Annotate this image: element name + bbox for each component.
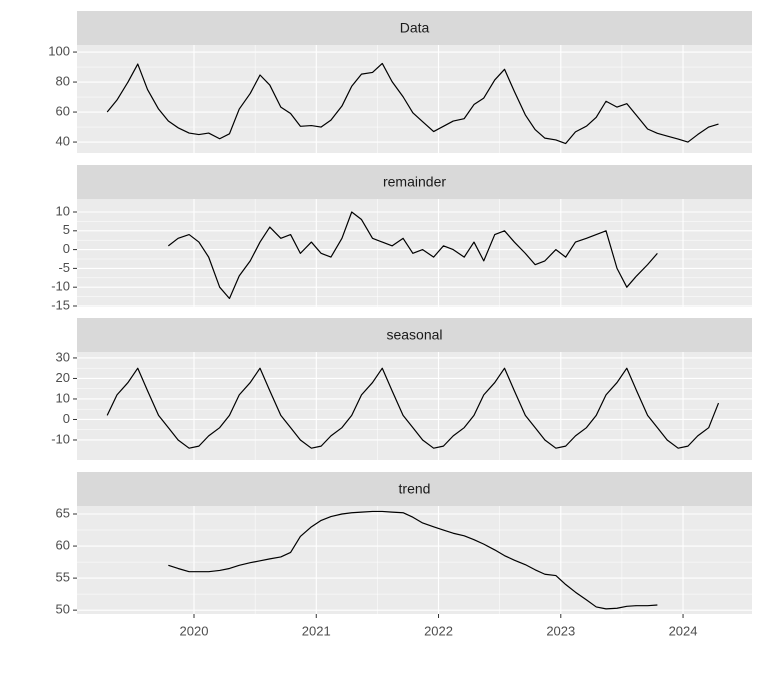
- x-tick-label: 2024: [669, 623, 698, 638]
- y-tick-label: 55: [56, 570, 70, 585]
- y-tick-label: 40: [56, 133, 70, 148]
- y-tick-label: 100: [48, 43, 70, 58]
- y-tick-label: -10: [51, 279, 70, 294]
- y-tick-label: 20: [56, 370, 70, 385]
- panel: [77, 45, 752, 153]
- y-tick-label: 50: [56, 602, 70, 617]
- y-tick-label: 30: [56, 349, 70, 364]
- strip: [77, 11, 752, 45]
- y-tick-label: 60: [56, 537, 70, 552]
- strip: [77, 318, 752, 352]
- x-tick-label: 2023: [546, 623, 575, 638]
- panel: [77, 506, 752, 614]
- strip-label: remainder: [383, 174, 446, 190]
- y-tick-label: -15: [51, 297, 70, 312]
- y-tick-label: 0: [63, 241, 70, 256]
- x-tick-label: 2021: [302, 623, 331, 638]
- strip-label: Data: [400, 20, 430, 36]
- strip: [77, 472, 752, 506]
- series-line: [106, 62, 719, 145]
- series-line: [167, 211, 658, 300]
- series-line: [168, 510, 658, 610]
- y-tick-label: 65: [56, 505, 70, 520]
- x-tick-label: 2022: [424, 623, 453, 638]
- strip-label: seasonal: [386, 327, 442, 343]
- series-line: [106, 367, 720, 449]
- y-tick-label: 80: [56, 73, 70, 88]
- y-tick-label: 5: [63, 222, 70, 237]
- y-tick-label: -5: [58, 260, 70, 275]
- y-tick-label: 10: [56, 203, 70, 218]
- y-tick-label: 10: [56, 390, 70, 405]
- y-tick-label: -10: [51, 431, 70, 446]
- y-tick-label: 60: [56, 103, 70, 118]
- strip-label: trend: [399, 481, 431, 497]
- y-tick-label: 0: [63, 411, 70, 426]
- panel: [77, 352, 752, 460]
- x-tick-label: 2020: [180, 623, 209, 638]
- strip: [77, 165, 752, 199]
